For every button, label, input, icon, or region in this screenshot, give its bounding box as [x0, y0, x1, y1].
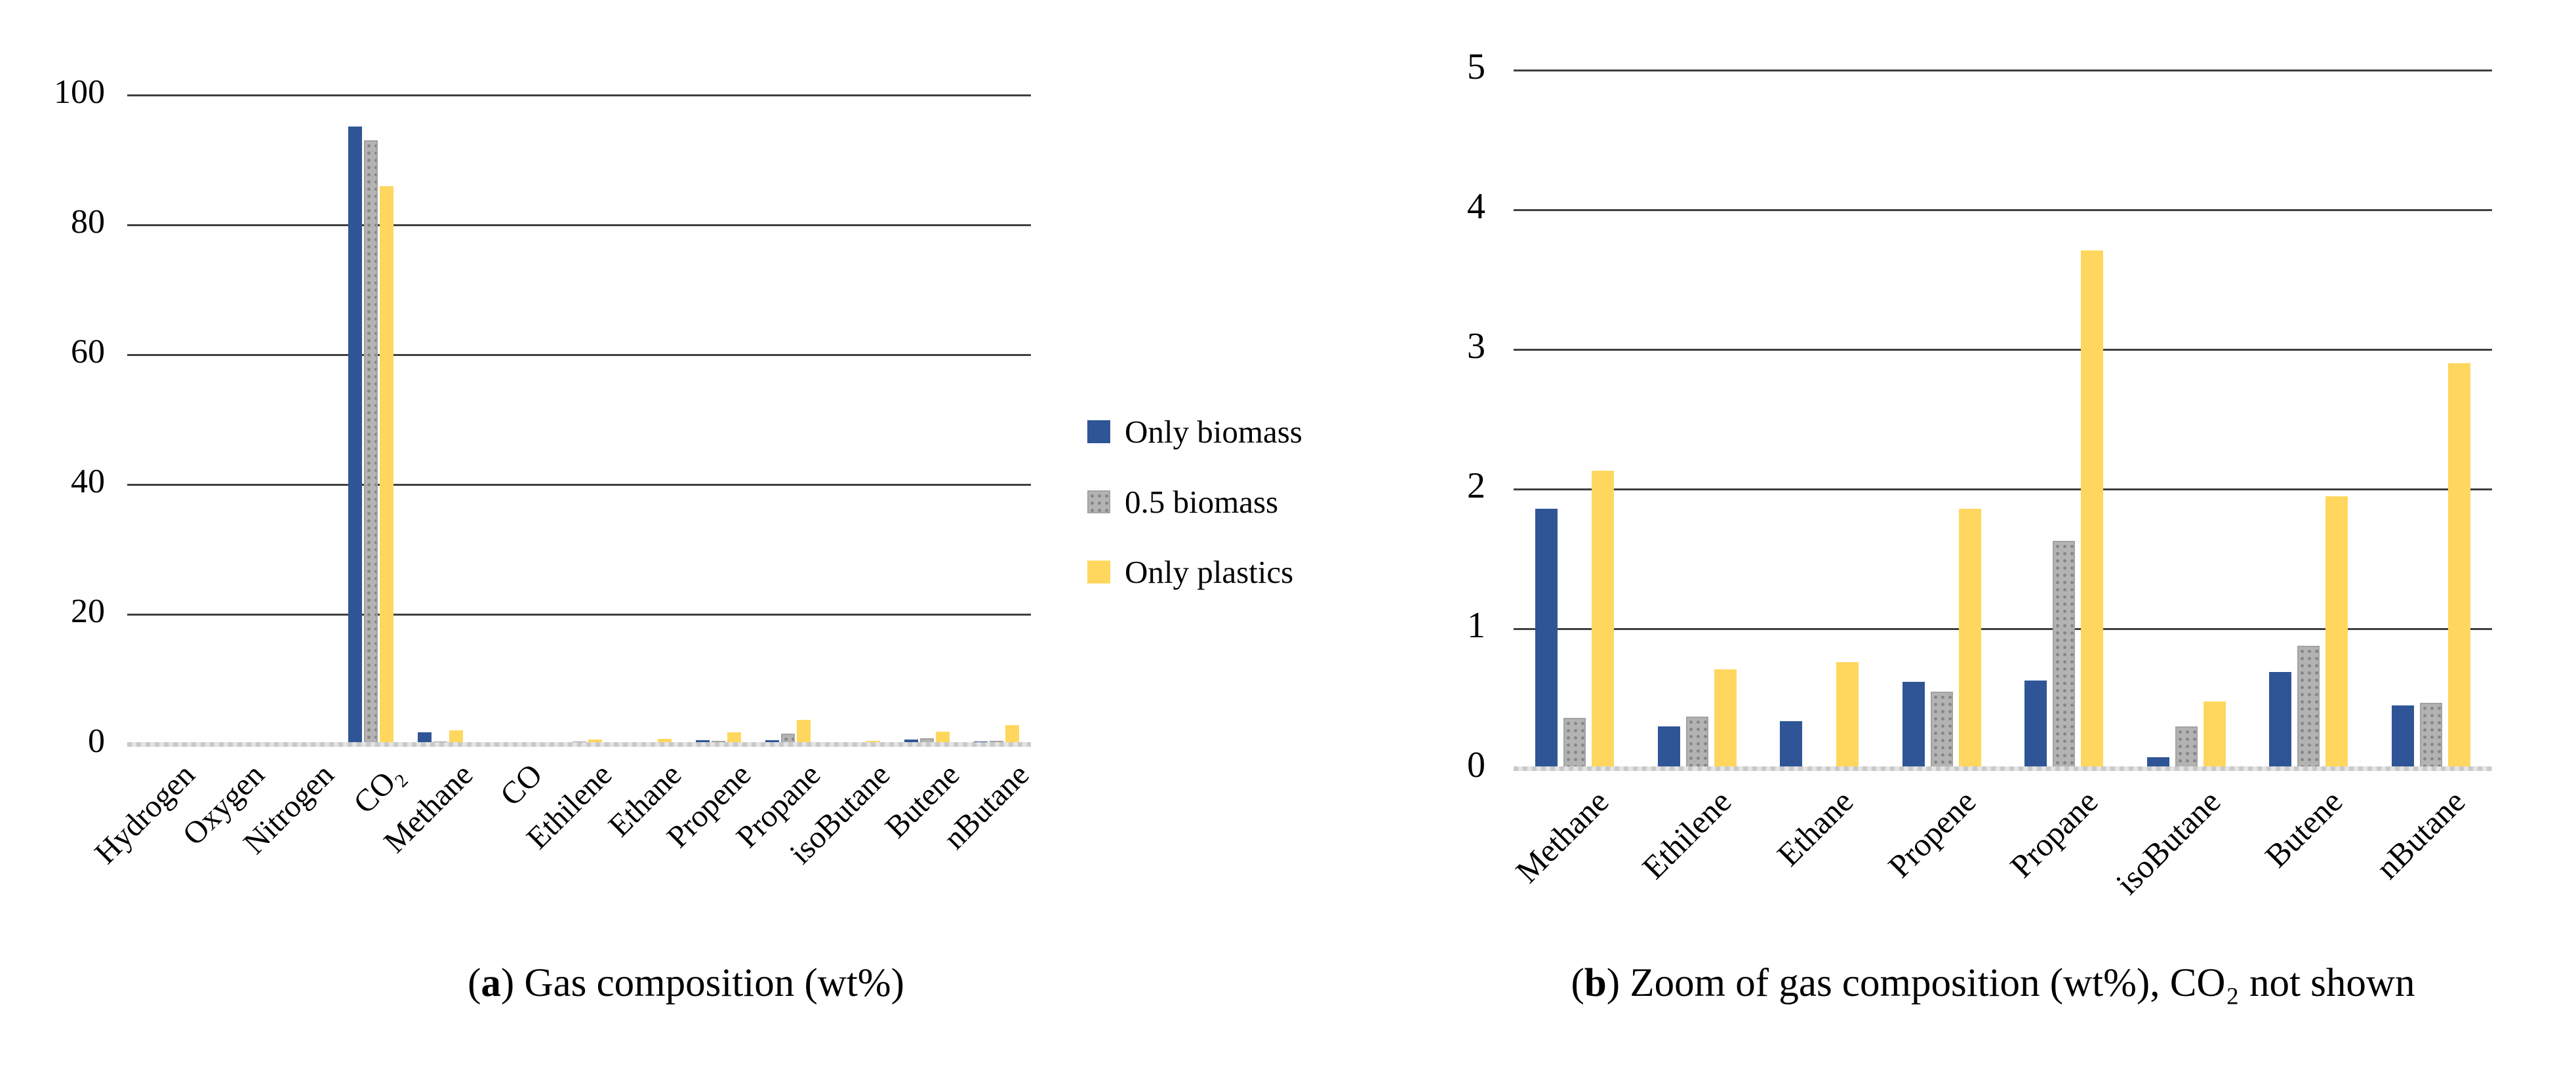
bar-only-biomass — [1657, 726, 1680, 768]
y-axis-tick-label: 80 — [71, 203, 105, 241]
y-axis-tick-label: 3 — [1467, 326, 1485, 366]
y-axis-tick-label: 1 — [1467, 605, 1485, 646]
bar-only-plastics — [1714, 669, 1737, 768]
grid-line — [1514, 209, 2492, 211]
bar-only-biomass — [1902, 681, 1925, 768]
bar-only-biomass — [765, 740, 779, 744]
legend-swatch-only-biomass — [1087, 420, 1110, 443]
bar-only-biomass — [417, 732, 432, 744]
caption-panel-a: (a) Gas composition (wt%) — [0, 959, 1372, 1008]
y-axis-tick-label: 0 — [1467, 745, 1485, 785]
bar-0-5-biomass — [1685, 717, 1708, 768]
caption-a-letter: a — [481, 961, 501, 1005]
bar-0-5-biomass — [2175, 726, 2198, 768]
bar-0-5-biomass — [919, 738, 934, 744]
legend-swatch-05-biomass — [1087, 490, 1110, 513]
bar-only-biomass — [695, 740, 710, 744]
legend-swatch-only-plastics — [1087, 560, 1110, 583]
bar-only-biomass — [904, 740, 918, 744]
bar-only-biomass — [2146, 757, 2169, 768]
bar-only-plastics — [2203, 701, 2226, 768]
bar-only-plastics — [449, 730, 463, 744]
y-axis-tick-label: 100 — [54, 73, 105, 111]
legend-label: 0.5 biomass — [1125, 483, 1279, 520]
bar-only-plastics — [727, 732, 741, 744]
y-axis-tick-label: 0 — [88, 722, 105, 760]
bar-only-plastics — [1592, 471, 1615, 768]
chart-a-plot-area: 0 20 40 60 80 100 Hydrogen Oxygen Nitrogen CO₂ Met… — [54, 73, 1036, 871]
grid-line — [127, 614, 1031, 616]
bar-only-plastics — [1958, 508, 1981, 768]
panel-gas-composition: 0 20 40 60 80 100 Hydrogen Oxygen Nitrogen CO₂ Met… — [0, 73, 1372, 1008]
caption-a-paren: ( — [468, 961, 481, 1005]
bar-only-plastics — [2325, 496, 2348, 768]
grid-line — [1514, 628, 2492, 630]
bar-only-plastics — [2447, 363, 2470, 768]
x-axis-line — [127, 742, 1031, 747]
bar-only-plastics — [379, 186, 393, 744]
grid-line — [127, 224, 1031, 226]
bar-only-plastics — [588, 739, 602, 744]
bar-only-plastics — [1005, 725, 1019, 744]
caption-b-text: ) Zoom of gas composition (wt%), CO₂ not… — [1606, 961, 2415, 1005]
bar-only-biomass — [2024, 680, 2047, 768]
legend-label: Only plastics — [1125, 553, 1294, 590]
grid-line — [1514, 488, 2492, 490]
bar-0-5-biomass — [2053, 540, 2076, 768]
bar-0-5-biomass — [780, 733, 795, 744]
bar-only-plastics — [657, 739, 672, 744]
chart-b-plot-area: 0 1 2 3 4 5 Methane Ethilene Ethane Propene Propan… — [1410, 0, 2576, 1027]
legend-item-05-biomass: 0.5 biomass — [1087, 483, 1279, 520]
y-axis-tick-label: 2 — [1467, 465, 1485, 506]
bar-only-biomass — [1780, 721, 1803, 768]
caption-a-text: ) Gas composition (wt%) — [500, 961, 904, 1005]
bar-only-plastics — [796, 720, 811, 744]
bar-0-5-biomass — [2419, 702, 2442, 768]
grid-line — [1514, 69, 2492, 71]
caption-panel-b: (b) Zoom of gas composition (wt%), CO₂ n… — [1410, 959, 2576, 1008]
y-axis-tick-label: 4 — [1467, 186, 1485, 227]
grid-line — [1514, 349, 2492, 351]
y-axis-tick-label: 5 — [1467, 47, 1485, 87]
bar-only-plastics — [2081, 250, 2104, 768]
grid-line — [127, 94, 1031, 96]
caption-b-paren: ( — [1571, 961, 1584, 1005]
grid-line — [127, 354, 1031, 356]
bar-0-5-biomass — [1563, 718, 1586, 768]
bar-only-biomass — [2391, 705, 2414, 768]
legend-item-only-biomass: Only biomass — [1087, 413, 1302, 450]
caption-b-letter: b — [1584, 961, 1607, 1005]
y-axis-tick-label: 20 — [71, 593, 105, 630]
legend-label: Only biomass — [1125, 413, 1302, 450]
grid-line — [127, 484, 1031, 486]
bar-only-biomass — [1535, 508, 1558, 768]
bar-only-biomass — [348, 126, 362, 744]
bar-only-biomass — [2269, 672, 2292, 768]
bar-0-5-biomass — [1930, 691, 1953, 768]
legend-item-only-plastics: Only plastics — [1087, 553, 1294, 590]
panel-gas-composition-zoom: 0 1 2 3 4 5 Methane Ethilene Ethane Propene Propan… — [1410, 0, 2576, 1027]
bar-only-plastics — [1836, 662, 1859, 768]
y-axis-tick-label: 60 — [71, 333, 105, 370]
y-axis-tick-label: 40 — [71, 463, 105, 500]
bar-0-5-biomass — [363, 140, 378, 744]
bar-0-5-biomass — [2297, 645, 2320, 768]
bar-only-plastics — [935, 731, 950, 744]
x-axis-line — [1514, 766, 2492, 771]
